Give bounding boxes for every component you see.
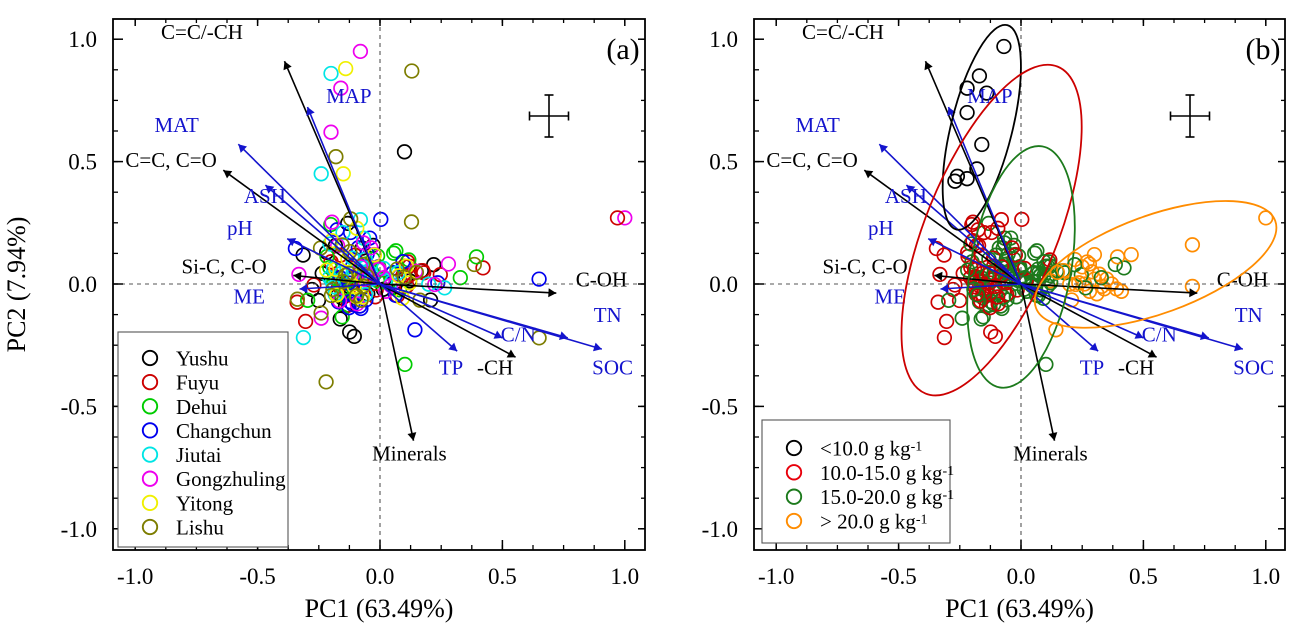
svg-text:Gongzhuling: Gongzhuling: [176, 467, 286, 491]
svg-text:pH: pH: [227, 216, 253, 240]
svg-text:C=C/-CH: C=C/-CH: [802, 20, 884, 44]
svg-text:Lishu: Lishu: [176, 516, 224, 540]
svg-text:C-OH: C-OH: [1217, 267, 1268, 291]
svg-text:Changchun: Changchun: [176, 419, 272, 443]
svg-text:C=C, C=O: C=C, C=O: [125, 148, 216, 172]
svg-text:Fuyu: Fuyu: [176, 371, 220, 395]
svg-text:-0.5: -0.5: [880, 564, 916, 589]
svg-text:Minerals: Minerals: [372, 441, 447, 465]
svg-text:Si-C, C-O: Si-C, C-O: [823, 255, 908, 279]
svg-text:1.0: 1.0: [610, 564, 639, 589]
svg-text:Minerals: Minerals: [1013, 441, 1088, 465]
svg-text:0.5: 0.5: [68, 150, 97, 175]
svg-text:0.5: 0.5: [488, 564, 517, 589]
svg-text:(b): (b): [1246, 33, 1281, 66]
svg-text:TP: TP: [1080, 356, 1105, 380]
svg-text:-0.5: -0.5: [702, 394, 738, 419]
svg-text:MAP: MAP: [967, 84, 1013, 108]
svg-text:-CH: -CH: [1118, 356, 1154, 380]
svg-text:-1.0: -1.0: [61, 517, 97, 542]
svg-text:-1.0: -1.0: [117, 564, 153, 589]
svg-text:C/N: C/N: [501, 323, 536, 347]
svg-text:MAP: MAP: [326, 84, 372, 108]
svg-text:-0.5: -0.5: [61, 394, 97, 419]
svg-text:-CH: -CH: [477, 356, 513, 380]
svg-text:SOC: SOC: [592, 356, 633, 380]
svg-text:-1.0: -1.0: [758, 564, 794, 589]
svg-text:ASH: ASH: [885, 184, 927, 208]
svg-text:pH: pH: [868, 216, 894, 240]
svg-text:C/N: C/N: [1142, 323, 1177, 347]
svg-text:> 20.0 g kg-1: > 20.0 g kg-1: [820, 510, 928, 534]
svg-text:PC2 (7.94%): PC2 (7.94%): [2, 217, 31, 353]
svg-text:PC1 (63.49%): PC1 (63.49%): [945, 594, 1094, 623]
svg-text:TN: TN: [594, 303, 622, 327]
svg-text:(a): (a): [606, 33, 639, 66]
svg-text:<10.0 g kg-1: <10.0 g kg-1: [820, 437, 922, 461]
svg-text:C-OH: C-OH: [576, 267, 627, 291]
svg-text:Si-C, C-O: Si-C, C-O: [182, 255, 267, 279]
svg-text:ME: ME: [874, 285, 906, 309]
svg-text:Dehui: Dehui: [176, 395, 227, 419]
svg-text:MAT: MAT: [795, 113, 840, 137]
svg-text:ASH: ASH: [244, 184, 286, 208]
svg-text:1.0: 1.0: [1251, 564, 1280, 589]
svg-text:PC1 (63.49%): PC1 (63.49%): [305, 594, 454, 623]
svg-text:SOC: SOC: [1233, 356, 1274, 380]
svg-text:-0.5: -0.5: [239, 564, 275, 589]
svg-text:0.0: 0.0: [1007, 564, 1036, 589]
svg-text:Yushu: Yushu: [176, 347, 229, 371]
svg-text:0.0: 0.0: [366, 564, 395, 589]
svg-text:15.0-20.0 g kg-1: 15.0-20.0 g kg-1: [820, 485, 954, 509]
svg-text:0.0: 0.0: [68, 272, 97, 297]
svg-text:Yitong: Yitong: [176, 491, 234, 515]
svg-text:TN: TN: [1235, 303, 1263, 327]
svg-text:MAT: MAT: [154, 113, 199, 137]
svg-text:-1.0: -1.0: [702, 517, 738, 542]
svg-text:ME: ME: [233, 285, 265, 309]
svg-text:C=C/-CH: C=C/-CH: [161, 20, 243, 44]
svg-text:C=C, C=O: C=C, C=O: [766, 148, 857, 172]
svg-text:TP: TP: [439, 356, 464, 380]
svg-text:0.5: 0.5: [1129, 564, 1158, 589]
svg-text:0.0: 0.0: [709, 272, 738, 297]
svg-text:Jiutai: Jiutai: [176, 443, 222, 467]
svg-text:10.0-15.0 g kg-1: 10.0-15.0 g kg-1: [820, 461, 954, 485]
svg-text:1.0: 1.0: [68, 27, 97, 52]
svg-text:1.0: 1.0: [709, 27, 738, 52]
svg-text:0.5: 0.5: [709, 150, 738, 175]
